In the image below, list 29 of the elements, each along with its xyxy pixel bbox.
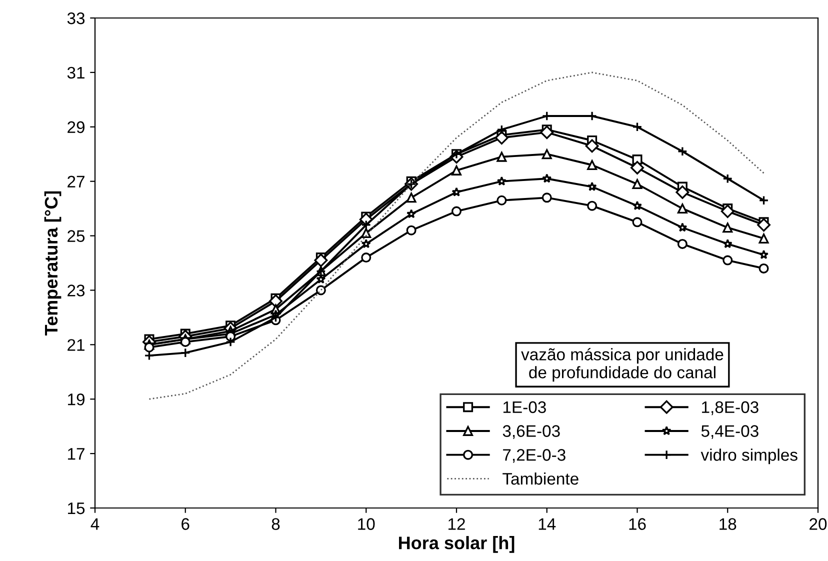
x-tick-label: 8	[272, 518, 280, 530]
x-tick-label: 12	[448, 518, 465, 530]
x-tick-label: 18	[720, 518, 736, 530]
x-tick-label: 16	[629, 518, 646, 530]
legend-title: vazão mássica por unidade de profundidade do canal	[521, 348, 724, 382]
y-tick-label: 25	[68, 230, 85, 242]
y-tick-label: 27	[68, 176, 84, 188]
y-tick-label: 21	[68, 339, 84, 351]
legend-label: 1,8E-03	[702, 401, 758, 416]
y-tick-label: 17	[68, 448, 84, 460]
y-tick-label: 33	[67, 12, 85, 24]
legend-label: 3,6E-03	[502, 425, 560, 439]
x-tick-label: 4	[90, 518, 100, 530]
x-tick-label: 14	[538, 518, 556, 530]
y-axis-title: Temperatura [°C]	[44, 191, 62, 336]
y-tick-label: 31	[67, 66, 84, 79]
y-tick-label: 15	[68, 502, 85, 514]
legend-label: Tambiente	[502, 472, 578, 485]
legend-label: 5,4E-03	[701, 425, 758, 439]
x-tick-label: 20	[810, 518, 827, 530]
legend-label: vidro simples	[700, 448, 798, 464]
x-tick-label: 6	[182, 518, 190, 530]
y-tick-label: 19	[68, 394, 84, 406]
legend-label: 1E-03	[503, 401, 546, 414]
x-tick-label: 10	[358, 518, 375, 530]
x-axis-title: Hora solar [h]	[399, 536, 514, 553]
legend-label: 7,2E-0-3	[503, 449, 566, 463]
y-tick-label: 23	[68, 284, 85, 296]
y-tick-label: 29	[68, 121, 84, 134]
